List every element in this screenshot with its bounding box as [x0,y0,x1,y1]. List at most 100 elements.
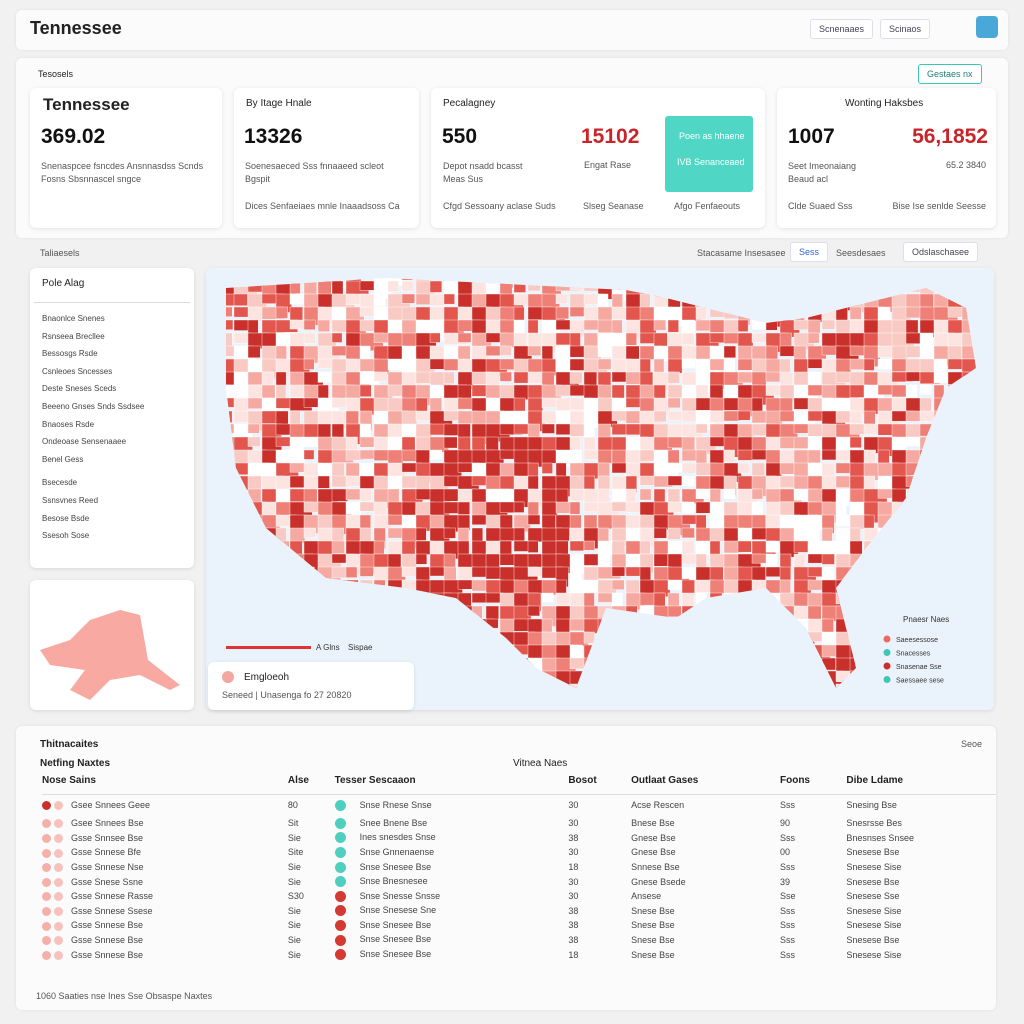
table-cell: Snee Bnene Bse [334,816,569,831]
map: A Glns Sispae Pnaesr Naes Saeesessose Sna… [206,268,994,710]
region [303,527,316,538]
avatar[interactable] [976,16,998,38]
table-cell: Gsse Snnsee Bse [42,831,288,846]
region [583,540,595,551]
table-cell: 30 [568,874,631,889]
status-dot [54,801,63,811]
cell-text: 30 [568,818,579,829]
card-footer: Dices Senfaeiaes mnle Inaaadsoss Ca [245,201,400,211]
region [737,410,751,421]
cell-text: Site [287,847,304,858]
region [695,423,708,434]
region [639,449,656,462]
status-dot [54,833,63,843]
region [821,553,835,565]
badge [334,905,346,917]
callout[interactable]: Poen as hhaene IVB Senanceaed [665,116,753,192]
cell-text: Snse Snesee Bse [359,949,432,960]
control[interactable]: Sess [790,242,829,262]
region [653,358,665,373]
region [667,371,680,384]
panel-title: Pole Alag [42,278,85,289]
table-row: Gsse Snnese Bse Sie Snse Snesee Bse 38 Snese… [42,933,996,948]
list-item: Bessosgs Rsde [42,349,98,359]
table-cell: Sss [780,831,846,846]
region [499,371,512,382]
region [779,462,795,475]
region [527,475,539,490]
legend-label: Saessaee sese [896,678,944,685]
region [807,319,821,334]
region [723,449,735,463]
table-cell: Snesrsse Bes [846,816,996,831]
cell-text: Snese Bse [631,949,675,960]
control[interactable]: Stacasame Insesasee [697,248,786,258]
cell-text: 18 [568,949,579,960]
table-cell: Sss [780,794,846,816]
card-footer: Clde Suaed Sss [788,201,853,211]
region [247,306,264,322]
table-cell: Sie [288,874,335,889]
alaska-shape [40,610,180,700]
region [541,423,555,434]
callout-text: Poen as hhaene [679,131,745,141]
nav-button[interactable]: Scnenaaes [810,19,874,39]
region [233,293,248,306]
region [443,423,460,436]
action-button[interactable]: Gestaes nx [918,64,982,84]
region [401,278,414,281]
region [457,501,470,515]
region [247,423,260,434]
dropdown[interactable]: Afgo Fenfaeouts [674,201,741,211]
region [569,501,581,515]
region [821,644,838,657]
region [513,527,525,542]
region [639,436,655,453]
region [751,566,766,582]
region [499,449,516,460]
table-cell: 30 [568,816,631,831]
nav-button[interactable]: Scinaos [880,19,931,39]
table-row: Gsse Snese Ssne Sie Snse Bnesnesee 30 Gnese … [42,874,996,889]
region [345,501,362,515]
region [443,488,459,502]
card-value: 13326 [244,125,303,148]
region [681,462,698,474]
region [359,566,374,577]
table-cell: Snesese Bse [846,933,996,948]
region [807,449,821,464]
cell-text: Gsse Snese Ssne [71,876,144,887]
region [667,449,680,466]
region [611,345,628,362]
sort-dropdown[interactable]: Seoe [960,739,982,749]
table-row: Gsse Snnese Bse Sie Snse Snesee Bse 18 Snese… [42,947,996,962]
cell-text: Snse Gnnenaense [359,846,435,857]
table-cell: Snse Bnesnesee [334,874,569,889]
table-row: Gsse Snnese Rasse S30 Snse Snesse Snsse 30 A… [42,889,996,904]
column-header: Bosot [568,768,632,795]
region [891,319,908,335]
table-row: Gsse Snnese Bse Sie Snse Snesee Bse 38 Snese… [42,918,996,933]
table-row: Gsse Snnsee Bse Sie Ines snesdes Snse 38 Gne… [42,831,996,846]
table-cell: Ines snesdes Snse [334,831,569,846]
region [765,345,778,361]
region [331,540,345,554]
table-cell: Snese Bse [631,918,780,933]
region [597,371,612,387]
region [625,371,641,385]
list-item: Ssnsvnes Reed [42,495,99,505]
status-dot [42,936,51,946]
cell-text: Snse Snesee Bse [359,934,432,945]
table-cell: Snesese Sise [846,904,996,919]
region [373,449,391,461]
dropdown[interactable]: Odslaschasee [903,242,979,262]
cell-text: Gsee Snnees Geee [71,800,151,811]
control[interactable]: Seesdesaes [836,248,886,258]
region [233,306,250,318]
region [443,371,455,385]
region [765,371,781,383]
table-cell: Sie [288,831,335,846]
cell-text: Snse Rnese Snse [359,799,432,810]
region [499,345,512,356]
cell-text: Snee Bnene Bse [359,817,428,828]
